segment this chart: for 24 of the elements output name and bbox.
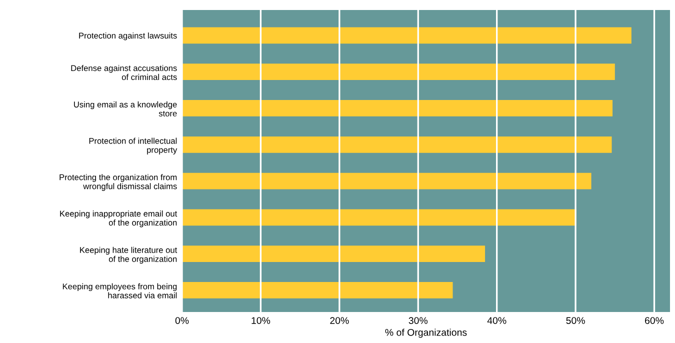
bar <box>182 209 576 226</box>
bar <box>182 282 453 298</box>
x-tick-label: 50% <box>566 317 585 324</box>
y-tick-label: Protection against lawsuits <box>79 32 177 40</box>
y-tick-label: Keeping hate literature out of the organization <box>80 246 178 264</box>
x-tick-label: 10% <box>252 317 270 324</box>
x-tick-label: 0% <box>175 317 189 324</box>
bar <box>182 172 592 190</box>
y-tick-label: Protection of intellectual property <box>89 138 178 154</box>
x-tick-label: 30% <box>408 317 428 324</box>
x-tick-label: 20% <box>330 317 349 324</box>
bar <box>182 136 612 153</box>
y-tick-label: Protecting the organization from wrongful dismissal claims <box>60 174 177 191</box>
y-tick-label: Keeping employees from being harassed via email <box>62 283 177 298</box>
bar <box>182 64 615 80</box>
bar <box>182 27 632 44</box>
y-tick-label: Keeping inappropriate email out of the organization <box>60 210 178 228</box>
y-tick-label: Defense against accusations of criminal acts <box>71 64 177 80</box>
x-axis-title: % of Organizations <box>385 328 467 338</box>
x-tick-label: 40% <box>487 317 506 324</box>
y-tick-label: Using email as a knowledge store <box>74 101 177 116</box>
bar <box>182 246 486 262</box>
x-tick-label: 60% <box>645 317 664 324</box>
bar <box>182 100 613 116</box>
